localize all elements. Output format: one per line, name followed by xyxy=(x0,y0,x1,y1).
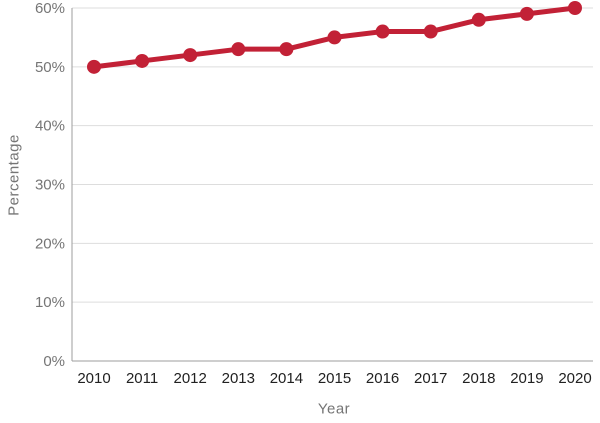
axis-lines-group xyxy=(71,8,593,362)
x-tick-label: 2011 xyxy=(126,370,158,387)
x-tick-label: 2014 xyxy=(270,370,303,387)
x-tick-label: 2010 xyxy=(77,370,110,387)
series-group xyxy=(87,1,582,74)
data-point xyxy=(519,6,534,21)
x-tick-label: 2015 xyxy=(318,370,351,387)
data-point xyxy=(183,48,198,63)
data-point xyxy=(375,24,390,39)
data-point xyxy=(327,30,342,45)
y-tick-label: 50% xyxy=(35,59,65,76)
y-tick-label: 40% xyxy=(35,118,65,135)
data-point xyxy=(87,59,101,74)
x-tick-labels-group: 2010 2011 2012 2013 2014 2015 2016 2017 2018 2019… xyxy=(77,370,591,387)
x-tick-label: 2019 xyxy=(510,370,543,387)
y-tick-label: 60% xyxy=(35,0,65,17)
x-tick-label: 2016 xyxy=(366,370,399,387)
data-point xyxy=(423,24,438,39)
y-tick-labels-group: 0% 10% 20% 30% 40% 50% 60% xyxy=(35,0,65,370)
x-tick-label: 2018 xyxy=(462,370,495,387)
gridlines-group xyxy=(72,7,593,303)
y-tick-label: 30% xyxy=(35,177,65,194)
y-axis-title: Percentage xyxy=(5,134,23,216)
y-tick-label: 10% xyxy=(35,294,65,311)
x-tick-label: 2012 xyxy=(174,370,207,387)
data-point xyxy=(568,1,582,15)
data-point xyxy=(471,12,486,27)
y-tick-label: 20% xyxy=(35,235,65,252)
y-tick-label: 0% xyxy=(43,353,65,370)
data-point xyxy=(135,53,150,68)
x-axis-title: Year xyxy=(317,400,351,418)
x-tick-label: 2020 xyxy=(558,370,591,387)
data-point xyxy=(279,42,294,57)
x-tick-label: 2013 xyxy=(222,370,255,387)
x-tick-label: 2017 xyxy=(414,370,447,387)
data-point xyxy=(231,42,246,57)
